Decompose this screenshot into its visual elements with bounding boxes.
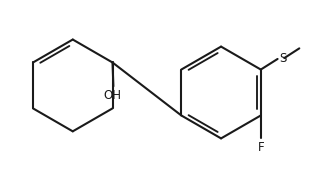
Text: OH: OH (104, 90, 122, 102)
Text: F: F (257, 141, 264, 154)
Text: S: S (280, 52, 287, 65)
